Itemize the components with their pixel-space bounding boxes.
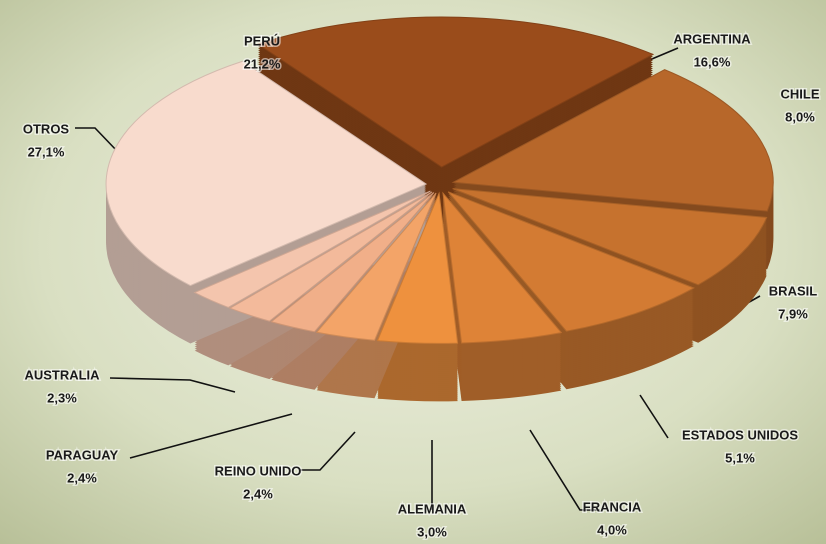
value-label: 7,9% — [778, 306, 808, 321]
slice — [193, 190, 431, 308]
category-label: BRASIL — [769, 283, 817, 298]
category-label: REINO UNIDO — [215, 463, 302, 478]
category-label: AUSTRALIA — [24, 367, 100, 382]
slice — [256, 16, 655, 168]
value-label: 3,0% — [417, 524, 447, 539]
slice — [105, 60, 428, 287]
value-label: 4,0% — [597, 522, 627, 537]
category-label: ARGENTINA — [673, 31, 751, 46]
category-label: ESTADOS UNIDOS — [682, 427, 798, 442]
slice — [228, 191, 433, 322]
value-label: 21,2% — [244, 56, 281, 71]
value-label: 8,0% — [785, 109, 815, 124]
slice — [376, 191, 459, 344]
slice — [451, 69, 774, 212]
value-label: 5,1% — [725, 450, 755, 465]
slice — [452, 188, 768, 286]
category-label: ALEMANIA — [398, 501, 467, 516]
category-label: CHILE — [781, 86, 820, 101]
value-label: 2,3% — [47, 390, 77, 405]
value-label: 2,4% — [243, 486, 273, 501]
value-label: 27,1% — [28, 144, 65, 159]
category-label: PERÚ — [244, 33, 280, 48]
slice — [270, 192, 435, 333]
slice — [447, 191, 695, 332]
slice — [442, 191, 563, 344]
pie — [105, 16, 774, 402]
slice — [315, 192, 437, 341]
value-label: 16,6% — [694, 54, 731, 69]
category-label: FRANCIA — [583, 499, 642, 514]
category-label: OTROS — [23, 121, 70, 136]
value-label: 2,4% — [67, 470, 97, 485]
labels: PERÚ 21,2% ARGENTINA 16,6% CHILE 8,0% BRASIL 7,… — [21, 30, 821, 541]
category-label: PARAGUAY — [46, 447, 119, 462]
